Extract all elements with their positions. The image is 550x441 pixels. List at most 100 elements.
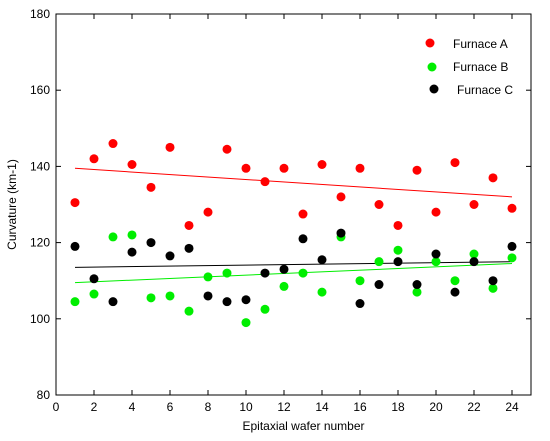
x-tick-label: 12 <box>277 400 291 414</box>
data-point-series-3 <box>260 268 270 278</box>
data-point-series-1 <box>279 163 289 173</box>
data-point-series-2 <box>431 257 441 267</box>
x-axis-label: Epitaxial wafer number <box>242 419 364 433</box>
data-point-series-1 <box>374 200 384 209</box>
data-point-series-1 <box>203 207 213 217</box>
data-point-series-2 <box>450 276 460 286</box>
x-tick-label: 6 <box>167 400 174 414</box>
data-point-series-3 <box>374 280 384 290</box>
data-point-series-2 <box>184 306 194 316</box>
data-point-series-3 <box>469 257 479 267</box>
data-point-series-2 <box>222 268 232 278</box>
x-tick-label: 10 <box>239 400 253 414</box>
data-point-series-3 <box>70 241 80 251</box>
data-point-series-1 <box>298 209 308 219</box>
data-point-series-1 <box>70 198 80 208</box>
data-point-series-3 <box>450 287 460 297</box>
data-point-series-3 <box>393 257 403 267</box>
legend: Furnace A Furnace B Furnace C <box>425 37 513 97</box>
data-point-series-3 <box>431 249 441 259</box>
legend-label-series-3: Furnace C <box>457 83 513 97</box>
x-tick-label: 16 <box>353 400 367 414</box>
data-point-series-2 <box>317 287 327 297</box>
data-point-series-3 <box>222 297 232 307</box>
data-point-series-3 <box>317 255 327 265</box>
data-point-series-1 <box>412 165 422 175</box>
data-point-series-1 <box>146 182 156 192</box>
data-point-series-1 <box>469 200 479 209</box>
data-point-series-2 <box>241 318 251 328</box>
data-point-series-3 <box>336 228 346 238</box>
data-point-series-3 <box>165 251 175 261</box>
data-point-series-2 <box>127 230 137 240</box>
data-point-series-2 <box>146 293 156 303</box>
data-point-series-2 <box>355 276 365 286</box>
data-point-series-1 <box>108 139 118 149</box>
data-point-series-1 <box>222 144 232 154</box>
legend-marker-series-3 <box>429 84 439 94</box>
data-point-series-3 <box>146 238 156 248</box>
data-point-series-2 <box>507 253 517 263</box>
data-point-series-3 <box>203 291 213 301</box>
y-axis-label: Curvature (km-1) <box>5 159 19 250</box>
x-tick-label: 22 <box>467 400 481 414</box>
data-point-series-1 <box>165 142 175 152</box>
legend-label-series-1: Furnace A <box>453 37 508 51</box>
data-point-series-1 <box>317 159 327 169</box>
data-point-series-1 <box>450 158 460 168</box>
data-point-series-2 <box>70 297 80 307</box>
data-point-series-2 <box>298 268 308 278</box>
data-point-series-3 <box>488 276 498 286</box>
x-tick-label: 20 <box>429 400 443 414</box>
data-point-series-2 <box>374 257 384 267</box>
data-point-series-2 <box>165 291 175 301</box>
data-point-series-1 <box>127 159 137 169</box>
y-tick-label: 80 <box>37 388 51 402</box>
data-point-series-2 <box>412 287 422 297</box>
data-point-series-3 <box>298 234 308 244</box>
data-point-series-1 <box>488 173 498 183</box>
x-tick-label: 24 <box>505 400 519 414</box>
legend-marker-series-2 <box>427 62 437 72</box>
x-tick-label: 0 <box>53 400 60 414</box>
data-point-series-3 <box>89 274 99 284</box>
y-tick-label: 160 <box>30 83 50 97</box>
x-tick-label: 4 <box>129 400 136 414</box>
data-point-series-1 <box>355 163 365 173</box>
data-point-series-2 <box>488 283 498 293</box>
data-point-series-2 <box>89 289 99 299</box>
legend-marker-series-1 <box>425 38 435 48</box>
data-point-series-1 <box>507 203 517 213</box>
data-point-series-3 <box>355 299 365 309</box>
trend-line-series-1 <box>74 167 513 198</box>
data-points <box>70 139 517 328</box>
data-point-series-1 <box>241 163 251 173</box>
data-point-series-3 <box>108 297 118 307</box>
data-point-series-3 <box>127 247 137 257</box>
data-point-series-1 <box>431 207 441 217</box>
x-tick-label: 14 <box>315 400 329 414</box>
data-point-series-1 <box>260 177 270 187</box>
x-tick-label: 18 <box>391 400 405 414</box>
y-tick-label: 120 <box>30 236 50 250</box>
data-point-series-2 <box>279 281 289 291</box>
trend-line-series-2 <box>74 263 513 284</box>
data-point-series-1 <box>336 192 346 202</box>
data-point-series-2 <box>203 272 213 282</box>
plot-area-frame <box>55 13 532 396</box>
data-point-series-2 <box>108 232 118 242</box>
x-tick-label: 8 <box>205 400 212 414</box>
legend-label-series-2: Furnace B <box>453 60 508 74</box>
data-point-series-2 <box>469 249 479 259</box>
y-tick-label: 140 <box>30 159 50 173</box>
data-point-series-3 <box>412 280 422 290</box>
x-tick-label: 2 <box>91 400 98 414</box>
data-point-series-3 <box>507 241 517 251</box>
data-point-series-1 <box>184 220 194 230</box>
data-point-series-1 <box>393 220 403 230</box>
data-point-series-1 <box>89 154 99 164</box>
data-point-series-3 <box>279 264 289 274</box>
data-point-series-2 <box>393 245 403 255</box>
